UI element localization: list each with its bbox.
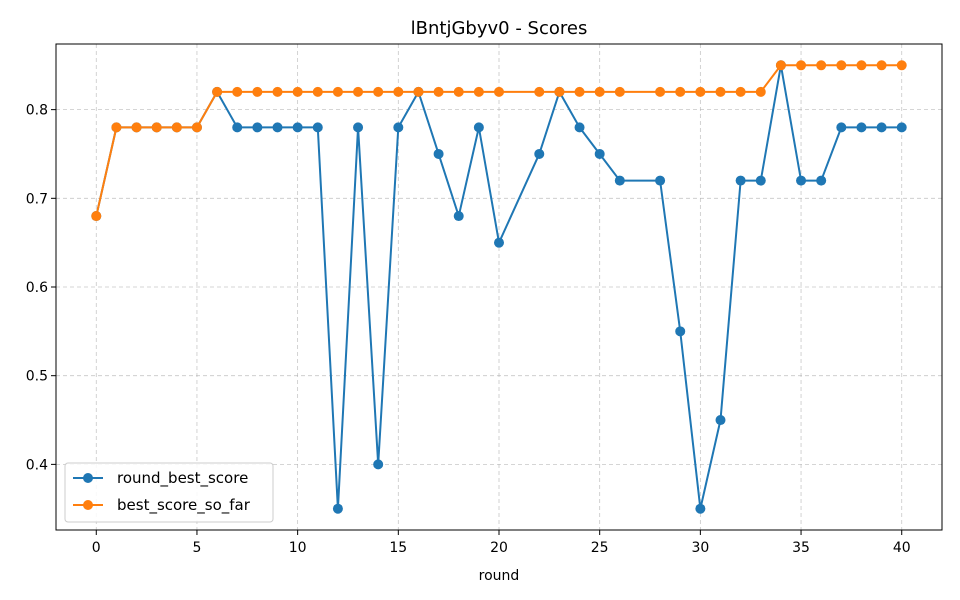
x-tick-label: 35 <box>792 540 810 556</box>
data-point-round-best-score <box>816 175 827 186</box>
x-axis-label: round <box>479 568 520 584</box>
data-point-best-score-so-far <box>775 60 786 71</box>
data-point-best-score-so-far <box>91 211 102 222</box>
data-point-round-best-score <box>856 122 867 133</box>
data-point-round-best-score <box>876 122 887 133</box>
data-point-best-score-so-far <box>212 86 223 97</box>
legend-marker-round-best-score <box>83 473 93 483</box>
legend-box <box>64 462 274 523</box>
data-point-round-best-score <box>574 122 585 133</box>
data-point-best-score-so-far <box>594 86 605 97</box>
data-point-round-best-score <box>594 148 605 159</box>
data-point-best-score-so-far <box>292 86 303 97</box>
data-point-round-best-score <box>433 148 444 159</box>
data-point-round-best-score <box>393 122 404 133</box>
data-point-best-score-so-far <box>614 86 625 97</box>
chart-title: lBntjGbyv0 - Scores <box>411 18 588 39</box>
legend-marker-best-score-so-far <box>83 500 93 510</box>
data-point-best-score-so-far <box>494 86 504 97</box>
data-point-round-best-score <box>695 503 706 514</box>
data-point-round-best-score <box>292 122 303 133</box>
data-point-best-score-so-far <box>896 60 907 71</box>
y-tick-label: 0.4 <box>26 457 48 473</box>
legend-entry-best-score-so-far: best_score_so_far <box>73 496 251 515</box>
y-tick-label: 0.7 <box>26 191 48 207</box>
legend: round_best_score best_score_so_far <box>64 462 274 523</box>
data-point-round-best-score <box>332 503 343 514</box>
data-point-best-score-so-far <box>655 86 666 97</box>
data-point-round-best-score <box>896 122 907 133</box>
data-point-best-score-so-far <box>353 86 364 97</box>
data-point-round-best-score <box>272 122 283 133</box>
data-point-best-score-so-far <box>151 122 162 133</box>
data-point-best-score-so-far <box>453 86 464 97</box>
data-point-best-score-so-far <box>252 86 263 97</box>
data-point-best-score-so-far <box>373 86 384 97</box>
x-tick-label: 30 <box>691 540 709 556</box>
x-tick-label: 25 <box>591 540 609 556</box>
data-point-best-score-so-far <box>735 86 746 97</box>
data-point-best-score-so-far <box>413 86 424 97</box>
x-tick-label: 15 <box>389 540 407 556</box>
data-point-best-score-so-far <box>695 86 706 97</box>
data-point-best-score-so-far <box>312 86 323 97</box>
x-tick-label: 0 <box>92 540 101 556</box>
data-point-round-best-score <box>836 122 847 133</box>
x-tick-label: 20 <box>490 540 508 556</box>
data-point-best-score-so-far <box>191 122 202 133</box>
data-point-best-score-so-far <box>816 60 827 71</box>
data-point-best-score-so-far <box>272 86 283 97</box>
data-point-best-score-so-far <box>393 86 404 97</box>
data-point-best-score-so-far <box>111 122 122 133</box>
data-point-round-best-score <box>655 175 666 186</box>
legend-label-round-best-score: round_best_score <box>117 469 248 488</box>
data-point-best-score-so-far <box>433 86 444 97</box>
data-point-round-best-score <box>232 122 243 133</box>
data-point-round-best-score <box>473 122 484 133</box>
data-point-best-score-so-far <box>675 86 686 97</box>
data-point-round-best-score <box>534 148 545 159</box>
data-point-best-score-so-far <box>232 86 243 97</box>
x-tick-label: 40 <box>893 540 911 556</box>
y-tick-label: 0.8 <box>26 103 48 119</box>
data-point-round-best-score <box>735 175 746 186</box>
data-point-round-best-score <box>755 175 766 186</box>
data-point-best-score-so-far <box>534 86 545 97</box>
data-point-best-score-so-far <box>836 60 847 71</box>
data-point-round-best-score <box>312 122 323 133</box>
data-point-best-score-so-far <box>332 86 343 97</box>
data-point-best-score-so-far <box>856 60 867 71</box>
data-point-round-best-score <box>453 211 464 222</box>
data-point-best-score-so-far <box>473 86 484 97</box>
legend-entry-round-best-score: round_best_score <box>73 469 248 488</box>
data-point-round-best-score <box>796 175 807 186</box>
data-point-best-score-so-far <box>796 60 807 71</box>
data-point-best-score-so-far <box>171 122 182 133</box>
data-point-best-score-so-far <box>554 86 565 97</box>
data-point-best-score-so-far <box>131 122 142 133</box>
data-point-round-best-score <box>494 237 504 248</box>
data-point-round-best-score <box>675 326 686 337</box>
data-point-best-score-so-far <box>574 86 585 97</box>
data-point-round-best-score <box>614 175 625 186</box>
y-tick-label: 0.6 <box>26 280 48 296</box>
data-point-best-score-so-far <box>755 86 766 97</box>
data-point-best-score-so-far <box>715 86 726 97</box>
series-best-score-so-far <box>91 60 907 222</box>
x-tick-label: 10 <box>289 540 307 556</box>
legend-label-best-score-so-far: best_score_so_far <box>117 496 251 515</box>
data-point-round-best-score <box>373 459 384 470</box>
data-point-round-best-score <box>715 415 726 426</box>
data-point-round-best-score <box>353 122 364 133</box>
series-layer <box>91 60 907 514</box>
data-point-round-best-score <box>252 122 263 133</box>
y-tick-label: 0.5 <box>26 369 48 385</box>
x-tick-label: 5 <box>192 540 201 556</box>
data-point-best-score-so-far <box>876 60 887 71</box>
axis-ticks: 0 5 10 15 20 25 30 35 40 0.4 0.5 0.6 0.7 0.8 <box>26 103 911 556</box>
grid <box>56 44 942 530</box>
